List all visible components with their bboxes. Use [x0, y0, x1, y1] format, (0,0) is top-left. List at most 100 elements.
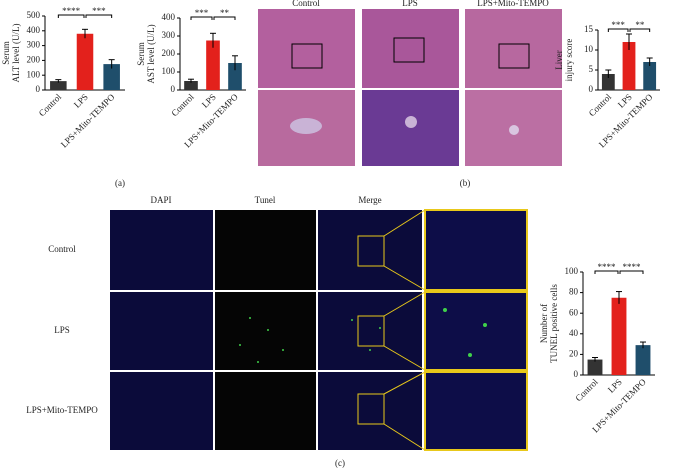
significance-label: ****: [623, 262, 642, 272]
significance-bracket: [594, 270, 619, 274]
y-axis-label: Serum: [1, 41, 11, 65]
he-image: [362, 9, 459, 88]
he-image: [362, 90, 459, 166]
x-tick-label: Control: [573, 376, 600, 403]
zoom-lines: [357, 209, 426, 451]
zoom-box: [498, 43, 530, 69]
y-tick-label: 10: [584, 44, 594, 54]
bar: [622, 42, 636, 90]
dapi-image: [110, 292, 213, 370]
y-tick-label: 0: [36, 84, 41, 94]
significance-bracket: [57, 14, 85, 18]
y-tick-label: 80: [569, 287, 579, 297]
y-tick-label: 400: [27, 25, 41, 35]
column-label: Control: [292, 0, 320, 8]
zoom-image: [424, 291, 528, 371]
y-tick-label: 400: [162, 12, 176, 22]
y-tick-label: 300: [27, 40, 41, 50]
significance-label: ****: [598, 262, 617, 272]
histology: Control LPS LPS+Mito-TEMPO: [258, 0, 562, 166]
dapi-image: [110, 210, 213, 290]
column-label: Tunel: [255, 195, 276, 205]
bar: [601, 74, 615, 90]
y-tick-label: 0: [589, 84, 594, 94]
y-tick-label: 0: [171, 84, 176, 94]
significance-bracket: [190, 16, 213, 20]
significance-label: ***: [611, 20, 625, 30]
y-tick-label: 300: [162, 30, 176, 40]
bar: [50, 81, 67, 90]
significance-bracket: [619, 270, 644, 274]
significance-label: ***: [92, 6, 106, 16]
x-tick-label: LPS: [200, 92, 218, 110]
merge-image: [318, 292, 422, 370]
y-axis-label: injury score: [564, 39, 574, 82]
bar: [184, 81, 198, 90]
tunel-dots: [239, 308, 487, 363]
y-tick-label: 200: [162, 48, 176, 58]
bar: [635, 345, 651, 375]
y-tick-label: 20: [569, 348, 579, 358]
y-axis-label: Liver: [554, 50, 564, 70]
fluorescence: DAPI Tunel Merge Control LPS LPS+Mito-TE…: [26, 195, 528, 451]
panel-label: (c): [335, 458, 345, 468]
x-tick-label: LPS: [606, 377, 624, 395]
panel-label: (b): [460, 178, 471, 188]
significance-bracket: [629, 28, 651, 32]
x-tick-label: Control: [587, 91, 614, 118]
y-tick-label: 40: [569, 328, 579, 338]
bar: [611, 297, 627, 375]
zoom-box: [393, 37, 425, 63]
panel-label: (a): [115, 178, 125, 188]
bar: [587, 359, 603, 375]
significance-label: **: [635, 20, 645, 30]
significance-bracket: [85, 14, 113, 18]
y-tick-label: 60: [569, 307, 579, 317]
zoom-box: [291, 43, 323, 69]
column-label: LPS+Mito-TEMPO: [477, 0, 549, 8]
y-tick-label: 200: [27, 54, 41, 64]
x-tick-label: LPS: [72, 92, 90, 110]
zoom-image: [424, 371, 528, 451]
vessel: [405, 116, 417, 128]
x-tick-label: Control: [169, 91, 196, 118]
y-tick-label: 100: [565, 266, 579, 276]
row-label: LPS: [54, 325, 70, 335]
tunel-image: [215, 210, 316, 290]
y-axis-label: Serum: [136, 42, 146, 66]
y-tick-label: 100: [162, 66, 176, 76]
vessel: [290, 118, 322, 134]
tunel-image: [215, 372, 316, 450]
y-tick-label: 5: [589, 64, 594, 74]
significance-bracket: [607, 28, 629, 32]
bar: [103, 64, 120, 90]
significance-bracket: [213, 16, 236, 20]
significance-label: ****: [62, 6, 81, 16]
y-axis-label: AST level (U/L): [146, 24, 156, 83]
y-axis-label: ALT level (U/L): [11, 24, 21, 83]
dapi-image: [110, 372, 213, 450]
bar: [643, 62, 657, 90]
column-label: DAPI: [150, 195, 171, 205]
y-tick-label: 100: [27, 69, 41, 79]
he-image: [465, 9, 562, 88]
y-axis-label: TUNEL positive cells: [549, 284, 559, 363]
tunel-image: [215, 292, 316, 370]
bar: [76, 33, 94, 90]
column-label: LPS: [402, 0, 418, 8]
y-tick-label: 0: [574, 369, 579, 379]
y-tick-label: 500: [27, 10, 41, 20]
vessel: [509, 125, 519, 135]
row-label: LPS+Mito-TEMPO: [26, 405, 98, 415]
significance-label: ***: [195, 8, 209, 18]
row-label: Control: [48, 244, 76, 254]
column-label: Merge: [358, 195, 381, 205]
he-image: [258, 9, 355, 88]
bar: [206, 40, 220, 90]
significance-label: **: [220, 8, 230, 18]
y-axis-label: Number of: [539, 304, 549, 343]
bar: [228, 63, 242, 90]
x-tick-label: Control: [37, 91, 64, 118]
y-tick-label: 15: [584, 24, 594, 34]
